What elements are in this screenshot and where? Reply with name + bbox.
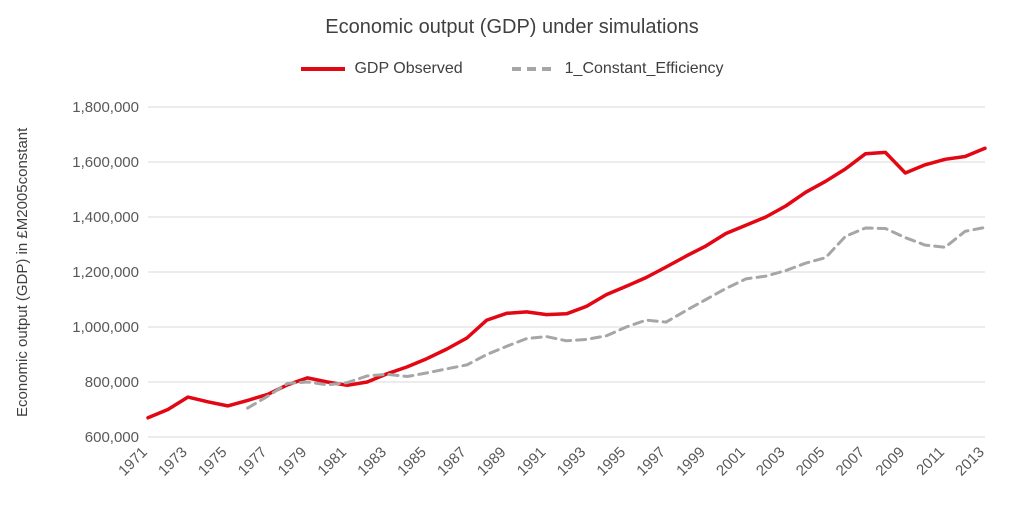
legend-swatch-dashed-line: [511, 67, 556, 71]
series-line-0: [146, 146, 987, 420]
x-tick-label: 2003: [753, 444, 789, 480]
x-tick-label: 2011: [913, 444, 948, 479]
chart-title: Economic output (GDP) under simulations: [325, 16, 699, 38]
x-tick-label: 1981: [314, 444, 350, 480]
x-tick-label: 2001: [713, 444, 749, 480]
legend-item-constant-efficiency: 1_Constant_Efficiency: [511, 60, 724, 78]
y-tick-label: 600,000: [85, 429, 139, 446]
x-tick-label: 1985: [394, 444, 430, 480]
x-tick-label: 1997: [633, 444, 669, 480]
x-tick-label: 1979: [275, 444, 311, 480]
x-tick-label: 1989: [474, 444, 510, 480]
legend-item-gdp-observed: GDP Observed: [300, 60, 463, 78]
y-tick-label: 1,400,000: [72, 209, 139, 226]
x-tick-label: 1983: [354, 444, 390, 480]
x-tick-label: 2013: [952, 444, 988, 480]
legend-swatch-solid-line: [301, 67, 346, 71]
x-tick-label: 1995: [593, 444, 629, 480]
legend-label-constant-efficiency: 1_Constant_Efficiency: [564, 60, 724, 77]
y-tick-label: 800,000: [85, 374, 139, 391]
x-tick-label: 2009: [872, 444, 908, 480]
x-tick-label: 1977: [235, 444, 271, 480]
y-tick-label: 1,800,000: [72, 99, 139, 116]
legend-label-gdp-observed: GDP Observed: [354, 60, 463, 77]
x-tick-label: 1975: [195, 444, 231, 480]
chart-legend: GDP Observed 1_Constant_Efficiency: [0, 60, 1024, 78]
x-tick-label: 1987: [434, 444, 470, 480]
x-tick-label: 1993: [554, 444, 590, 480]
x-tick-label: 2005: [793, 444, 829, 480]
x-tick-label: 1971: [115, 444, 151, 480]
y-tick-label: 1,600,000: [72, 154, 139, 171]
x-tick-label: 1991: [514, 444, 550, 480]
x-tick-label: 1999: [673, 444, 709, 480]
series-line-1: [246, 225, 987, 410]
y-tick-label: 1,200,000: [72, 264, 139, 281]
y-tick-label: 1,000,000: [72, 319, 139, 336]
x-tick-label: 2007: [833, 444, 869, 480]
x-tick-label: 1973: [155, 444, 191, 480]
